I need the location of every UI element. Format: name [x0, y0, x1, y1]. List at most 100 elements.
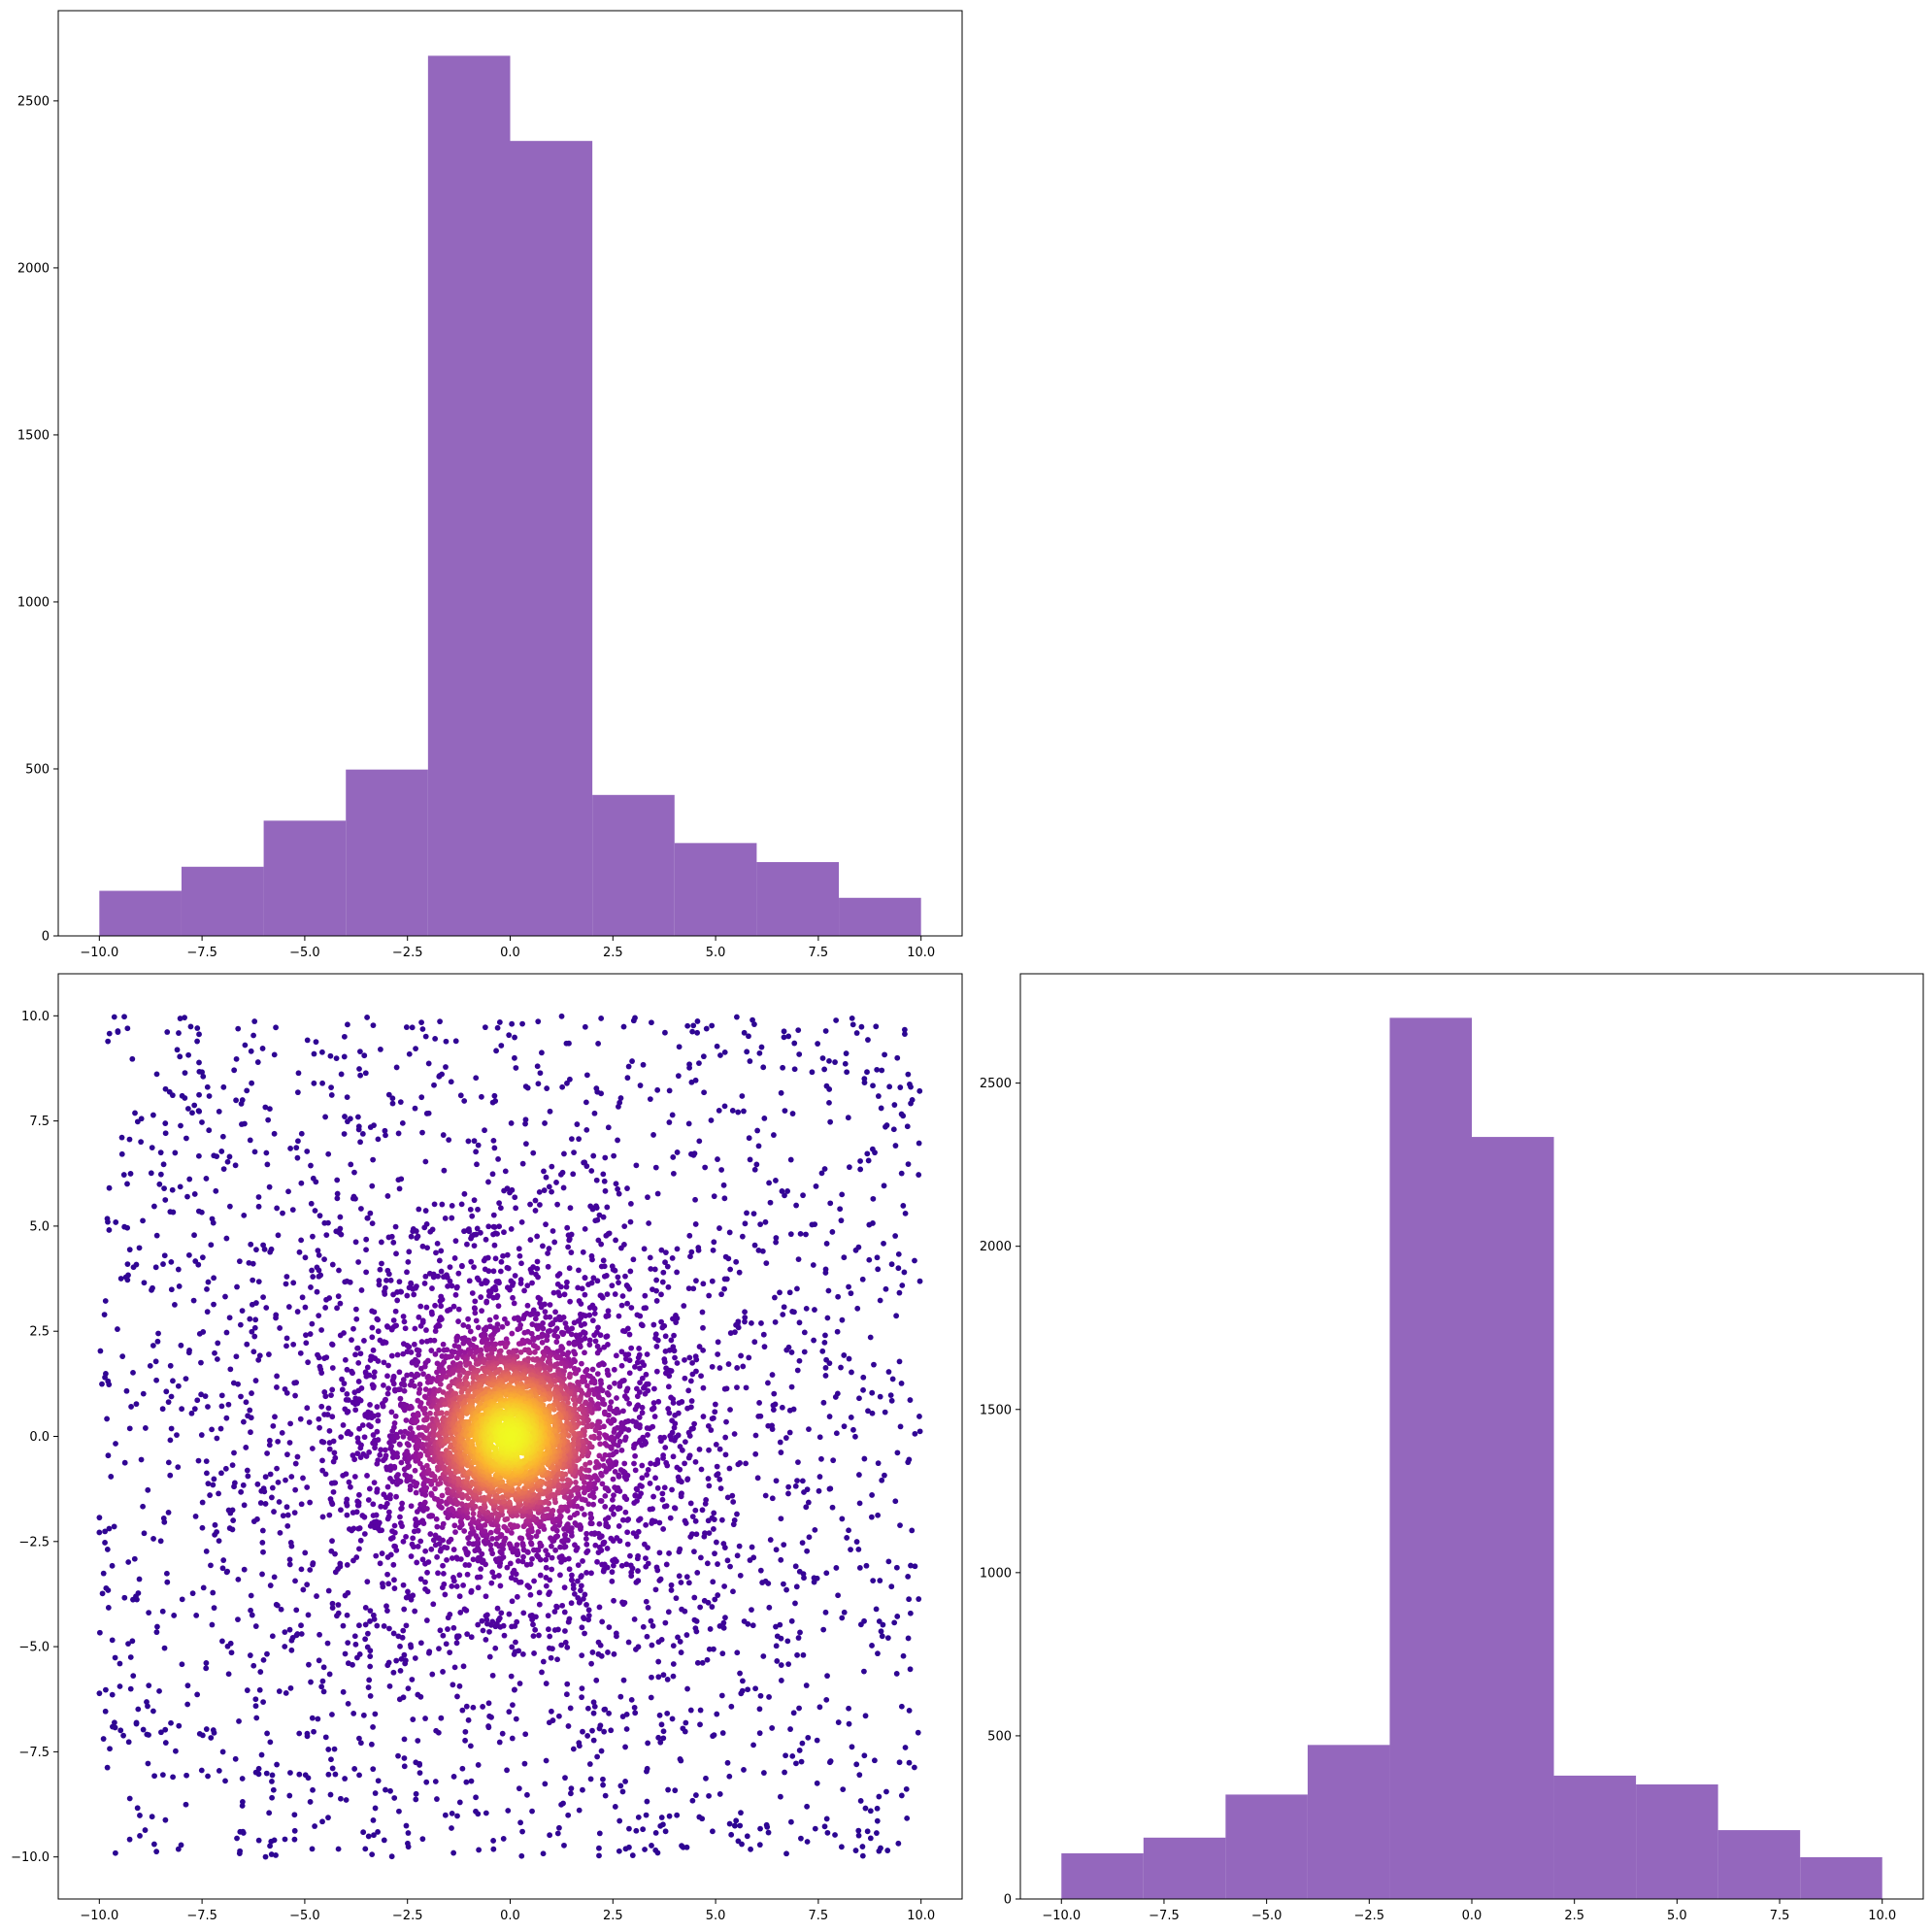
scatter-point: [385, 1271, 392, 1278]
scatter-point: [589, 1727, 595, 1734]
scatter-point: [456, 1799, 463, 1806]
scatter-point: [436, 1646, 442, 1652]
scatter-point: [171, 1613, 178, 1618]
scatter-point: [724, 1759, 731, 1766]
scatter-point: [635, 1568, 641, 1574]
scatter-point: [161, 1185, 167, 1192]
scatter-point: [669, 1715, 676, 1722]
scatter-point: [384, 1608, 390, 1615]
scatter-point: [585, 1501, 592, 1508]
scatter-point: [489, 1335, 495, 1342]
scatter-point: [416, 1314, 422, 1320]
scatter-point: [504, 1767, 510, 1774]
scatter-point: [132, 1110, 138, 1116]
scatter-point: [527, 1540, 534, 1547]
scatter-point: [532, 1349, 538, 1355]
scatter-point: [316, 1657, 322, 1664]
scatter-point: [101, 1312, 108, 1318]
scatter-point: [430, 1274, 437, 1281]
scatter-point: [274, 1602, 281, 1609]
scatter-point: [158, 1729, 164, 1736]
scatter-point: [274, 1761, 280, 1768]
scatter-point: [371, 1413, 377, 1419]
scatter-point: [633, 1580, 640, 1585]
scatter-point: [434, 1796, 440, 1802]
scatter-point: [304, 1037, 311, 1044]
scatter-point: [208, 1562, 214, 1569]
scatter-point: [153, 1232, 160, 1239]
scatter-point: [715, 1592, 721, 1598]
scatter-point: [616, 1382, 623, 1389]
scatter-point: [381, 1837, 387, 1844]
scatter-point: [329, 1605, 336, 1612]
scatter-point: [220, 1166, 227, 1173]
scatter-point: [666, 1410, 673, 1416]
scatter-point: [479, 1617, 485, 1624]
scatter-point: [486, 1628, 492, 1635]
scatter-point: [236, 1258, 243, 1265]
scatter-point: [234, 1835, 240, 1842]
scatter-point: [535, 1528, 542, 1535]
scatter-point: [390, 1630, 397, 1637]
scatter-point: [489, 1618, 496, 1625]
scatter-point: [355, 1379, 362, 1384]
scatter-point: [317, 1272, 324, 1279]
scatter-point: [543, 1314, 550, 1320]
scatter-point: [537, 1572, 544, 1579]
scatter-point: [832, 1832, 838, 1838]
scatter-point: [579, 1466, 585, 1472]
scatter-point: [661, 1359, 668, 1365]
scatter-point: [506, 1541, 513, 1548]
scatter-point: [894, 1054, 901, 1061]
scatter-point: [329, 1501, 336, 1508]
scatter-point: [610, 1476, 616, 1482]
scatter-point: [236, 1717, 242, 1724]
scatter-point: [693, 1531, 700, 1538]
scatter-point: [508, 1575, 515, 1582]
scatter-point: [384, 1373, 390, 1380]
scatter-point: [219, 1638, 225, 1645]
scatter-point: [749, 1622, 756, 1629]
scatter-point: [549, 1566, 555, 1573]
scatter-point: [591, 1305, 598, 1312]
scatter-point: [635, 1814, 642, 1820]
scatter-point: [773, 1643, 780, 1649]
scatter-point: [238, 1393, 244, 1400]
scatter-point: [183, 1135, 189, 1142]
scatter-point: [255, 1279, 262, 1284]
scatter-point: [264, 1161, 271, 1168]
scatter-point: [852, 1848, 859, 1853]
scatter-point: [291, 1812, 298, 1818]
scatter-point: [582, 1591, 588, 1598]
scatter-point: [375, 1457, 382, 1464]
scatter-point: [628, 1696, 635, 1703]
scatter-point: [294, 1089, 301, 1096]
scatter-point: [591, 1391, 598, 1397]
scatter-point: [580, 1595, 586, 1602]
scatter-point: [687, 1378, 694, 1384]
scatter-point: [640, 1623, 647, 1630]
scatter-point: [878, 1845, 883, 1851]
scatter-point: [788, 1383, 795, 1390]
scatter-point: [432, 1351, 439, 1357]
scatter-point: [485, 1223, 492, 1230]
scatter-point: [398, 1655, 405, 1662]
scatter-point: [239, 1776, 246, 1782]
scatter-point: [520, 1553, 526, 1560]
scatter-point: [150, 1112, 156, 1118]
scatter-point: [530, 1149, 537, 1156]
scatter-point: [671, 1332, 677, 1339]
scatter-point: [247, 1652, 253, 1658]
scatter-point: [716, 1476, 723, 1482]
scatter-point: [423, 1506, 430, 1512]
scatter-point: [536, 1601, 543, 1608]
scatter-point: [588, 1530, 595, 1537]
scatter-point: [150, 1343, 156, 1349]
scatter-point: [108, 1474, 115, 1480]
scatter-point: [477, 1229, 483, 1236]
scatter-point: [423, 1617, 430, 1623]
scatter-point: [787, 1156, 794, 1163]
scatter-point: [300, 1475, 306, 1482]
scatter-point: [121, 1014, 127, 1020]
scatter-point: [196, 1108, 203, 1115]
